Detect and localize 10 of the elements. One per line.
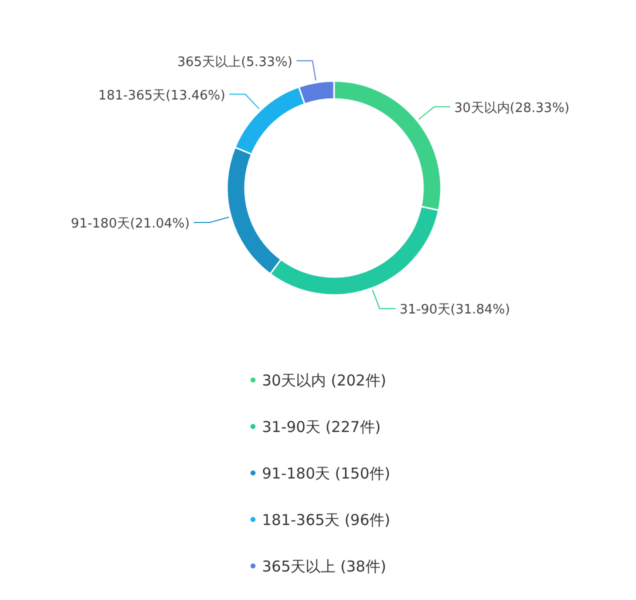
slice-label: 91-180天(21.04%) xyxy=(70,216,190,232)
slice-label: 31-90天(31.84%) xyxy=(400,302,510,318)
slice-label: 181-365天(13.46%) xyxy=(98,88,226,104)
category-label: 91-180天 (150件) xyxy=(262,464,390,482)
category-label: 181-365天 (96件) xyxy=(262,511,390,529)
slice-label: 30天以内(28.33%) xyxy=(454,100,570,116)
category-label: 365天以上 (38件) xyxy=(262,558,386,576)
category-label: 30天以内 (202件) xyxy=(262,372,386,390)
slice-label: 365天以上(5.33%) xyxy=(177,54,292,70)
category-label: 31-90天 (227件) xyxy=(262,418,381,436)
